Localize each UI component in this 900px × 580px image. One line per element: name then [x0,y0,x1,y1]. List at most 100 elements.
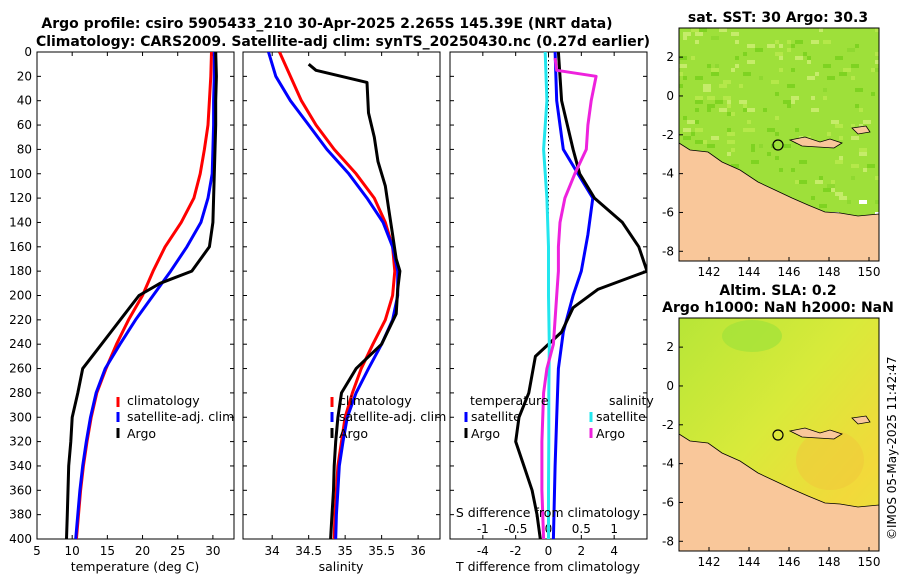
sst-pixel [771,80,779,84]
sst-pixel [859,152,867,156]
salinity-panel-frame [242,51,441,540]
sst-pixel [787,84,795,88]
sst-pixel [727,112,731,116]
sst-pixel [695,100,703,104]
difference-series-s-satellite [542,52,551,539]
temperature-xtick-label: 25 [170,544,185,558]
sst-pixel [731,112,735,116]
sst-longitude-label: 150 [858,265,881,279]
depth-tick-label: 400 [9,532,32,546]
sst-pixel [775,52,783,56]
sst-pixel [755,48,763,52]
figure-title-line1: Argo profile: csiro 5905433_210 30-Apr-2… [41,16,612,32]
salinity-series [267,52,402,539]
sst-pixel [743,52,747,56]
difference-series-t-argo [514,52,647,539]
sst-pixel [731,68,735,72]
sst-pixel [751,144,755,148]
sst-pixel [707,64,711,68]
sla-land-new-guinea [679,433,879,551]
temperature-series-satellite-adj-clim [74,52,216,539]
sst-pixel [727,140,735,144]
salinity-xtick-label: 35.5 [368,544,395,558]
sst-pixel [735,40,739,44]
sst-pixel [683,32,691,36]
sst-pixel [875,200,879,204]
sla-low-anomaly [722,320,782,352]
sst-pixel [727,104,731,108]
sst-pixel [723,80,731,84]
salinity-xtick-label: 36 [410,544,425,558]
sst-pixel [791,68,795,72]
legend-satellite-label: satellite-adj. clim [127,409,234,424]
sst-pixel [683,76,687,80]
sst-pixel [747,44,755,48]
sst-pixel [851,176,855,180]
sst-pixel [831,188,835,192]
difference-xtick-label: 0 [545,544,553,558]
sst-pixel [863,120,871,124]
depth-tick-label: 100 [9,167,32,181]
sst-pixel [811,108,819,112]
sst-pixel [751,148,755,152]
sst-pixel [791,44,795,48]
s-difference-tick-label: -1 [477,522,489,536]
salinity-legend: climatology satellite-adj. clim Argo [330,393,446,441]
sst-pixel [867,164,875,168]
sst-pixel [691,132,695,136]
depth-tick-label: 20 [17,69,32,83]
sst-pixel [859,124,863,128]
sst-pixel [707,108,711,112]
imos-timestamp: ©IMOS 05-May-2025 11:42:47 [885,356,899,540]
sst-pixel [823,96,827,100]
sst-pixel [759,144,763,148]
sst-pixel [695,32,703,36]
sst-pixel [831,180,835,184]
temperature-xtick-label: 15 [100,544,115,558]
sst-latitude-label: -4 [662,167,674,181]
sst-pixel [695,40,699,44]
sst-pixel [747,60,755,64]
depth-tick-label: 60 [17,118,32,132]
sst-pixel [791,96,799,100]
depth-tick-label: 360 [9,483,32,497]
sst-pixel [871,68,875,72]
sla-map-frame [678,317,880,552]
sst-land-new-guinea [679,142,879,261]
sst-pixel [731,148,735,152]
temperature-axis-ticks: 0 20 40 60 80 100 120 140 160 180 200 220 240 260 280 3… [9,45,234,558]
sst-pixel [855,104,859,108]
sst-pixel [835,160,843,164]
sst-pixel [831,120,839,124]
sst-pixel [851,136,859,140]
sst-pixel [819,176,823,180]
legend-climatology-label: climatology [339,393,412,408]
sst-pixel [691,28,699,32]
salinity-series-argo [307,63,402,539]
figure-title-line2: Climatology: CARS2009. Satellite-adj cli… [36,34,650,50]
sst-pixel [683,116,687,120]
sst-pixel [775,116,779,120]
sst-pixel [815,180,823,184]
sst-pixel [747,108,755,112]
sst-pixel [795,40,803,44]
sst-pixel [799,160,807,164]
depth-tick-label: 320 [9,435,32,449]
sst-pixel [819,204,827,208]
sst-pixel [719,108,727,112]
sst-pixel [875,176,879,180]
sst-pixel [875,52,879,56]
sst-pixel [739,84,743,88]
sst-latitude-label: -8 [662,244,674,258]
t-difference-xlabel: T difference from climatology [455,559,641,574]
sst-pixel [711,68,719,72]
sst-pixel [823,188,831,192]
depth-tick-label: 0 [24,45,32,59]
sst-pixel [727,152,731,156]
legend-climatology-label: climatology [127,393,200,408]
temperature-series-argo [65,52,218,539]
sst-pixel [795,128,799,132]
sst-pixel [839,156,843,160]
sst-map-frame [678,27,880,262]
difference-series-s-argo [540,57,598,539]
